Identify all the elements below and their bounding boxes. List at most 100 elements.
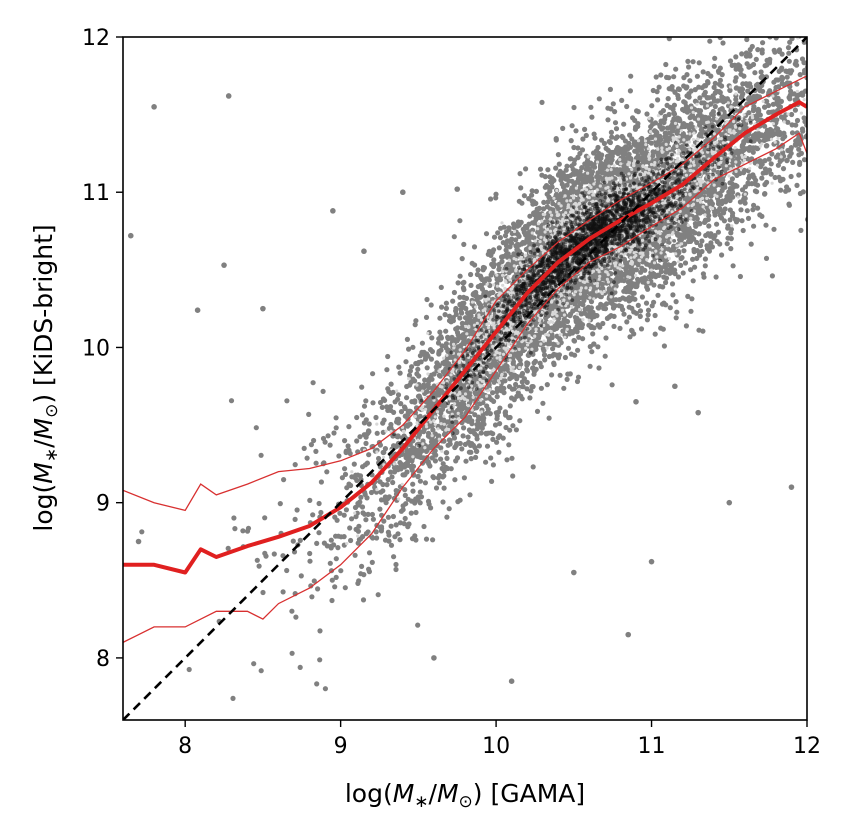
scatter-point-outer [652, 312, 658, 319]
scatter-point-outer [417, 478, 423, 484]
scatter-point-outer [245, 525, 252, 531]
scatter-point-outer [595, 344, 601, 350]
scatter-point-outer [468, 271, 474, 278]
scatter-point-outer [262, 515, 268, 521]
scatter-point-outer [358, 571, 364, 577]
scatter-point-outer [678, 262, 684, 268]
scatter-point-outer [700, 69, 706, 75]
scatter-point-outer [228, 398, 235, 404]
scatter-point-outer [483, 459, 489, 465]
scatter-point-outer [328, 537, 334, 543]
scatter-point-outer [406, 372, 413, 378]
scatter-point-outer [391, 554, 397, 560]
scatter-point-outer [549, 180, 555, 186]
scatter-point-outer [440, 461, 446, 467]
scatter-point-outer [792, 107, 799, 113]
scatter-point-outer [355, 580, 361, 587]
scatter-point-outer [473, 448, 480, 454]
scatter-point-outer [314, 681, 320, 687]
scatter-point-outer [485, 406, 491, 412]
scatter-point-outer [573, 128, 579, 134]
scatter-point-outer [139, 529, 145, 535]
scatter-point-outer [561, 385, 567, 391]
scatter-point-outer [385, 353, 391, 360]
scatter-point-outer [492, 422, 499, 428]
scatter-point-outer [395, 392, 402, 398]
scatter-point-outer [713, 274, 719, 280]
scatter-point-outer [358, 494, 364, 500]
scatter-point-outer [683, 323, 690, 329]
scatter-point-outer [491, 234, 498, 240]
scatter-point-outer [610, 101, 616, 107]
scatter-point-outer [280, 553, 286, 559]
scatter-point-outer [254, 557, 260, 563]
scatter-point-outer [688, 267, 694, 273]
scatter-point-outer [497, 421, 503, 427]
scatter-point-outer [347, 525, 353, 531]
scatter-point-outer [186, 666, 192, 673]
scatter-point-outer [733, 75, 739, 81]
scatter-point-outer [393, 566, 399, 573]
scatter-point-outer [779, 80, 785, 87]
scatter-point-outer [395, 531, 401, 537]
scatter-point-outer [762, 63, 768, 69]
scatter-point-outer [337, 510, 343, 516]
scatter-point-outer [316, 500, 322, 507]
scatter-point-outer [775, 126, 781, 132]
scatter-point-outer [311, 578, 317, 584]
scatter-point-outer [317, 628, 323, 634]
scatter-point-outer [644, 284, 650, 290]
scatter-point-outer [325, 433, 331, 439]
scatter-point-outer [349, 516, 355, 522]
scatter-point-outer [466, 449, 472, 455]
scatter-point-outer [322, 439, 328, 445]
scatter-point-outer [696, 231, 702, 237]
scatter-point-outer [712, 55, 718, 61]
scatter-point-outer [753, 56, 759, 63]
scatter-point-outer [444, 514, 450, 520]
scatter-point-outer [587, 363, 593, 369]
scatter-point-outer [292, 516, 298, 523]
scatter-point-outer [258, 452, 264, 458]
scatter-point-outer [409, 467, 415, 473]
scatter-point-outer [284, 567, 290, 574]
scatter-point-outer [710, 112, 716, 118]
scatter-point-outer [681, 248, 687, 254]
scatter-point-outer [437, 315, 443, 321]
scatter-point-outer [437, 329, 443, 335]
scatter-point-outer [521, 193, 528, 199]
scatter-point-outer [702, 263, 708, 269]
scatter-point-outer [470, 442, 476, 448]
scatter-point-outer [611, 323, 617, 329]
scatter-point-outer [596, 365, 602, 371]
scatter-point-outer [364, 460, 370, 466]
scatter-point-outer [650, 87, 656, 94]
scatter-point-outer [542, 184, 548, 190]
scatter-point-outer [627, 132, 633, 138]
scatter-point-outer [363, 517, 369, 523]
scatter-point-outer [444, 455, 450, 461]
scatter-point-outer [488, 272, 494, 278]
scatter-point-outer [322, 686, 328, 692]
scatter-point-outer [289, 608, 295, 614]
scatter-point-outer [537, 166, 544, 172]
scatter-point-outer [529, 192, 535, 198]
scatter-point-outer [726, 189, 732, 195]
scatter-point-outer [619, 97, 625, 103]
scatter-point-outer [327, 442, 333, 448]
scatter-point-outer [666, 111, 672, 118]
scatter-point-outer [712, 212, 718, 218]
scatter-point-outer [407, 421, 413, 427]
scatter-point-outer [796, 172, 802, 178]
scatter-point-outer [732, 216, 739, 222]
scatter-point-outer [541, 199, 547, 205]
scatter-point-outer [486, 277, 492, 283]
scatter-point-outer [583, 294, 589, 300]
scatter-point-outer [290, 538, 296, 544]
scatter-point-outer [475, 267, 481, 273]
scatter-point-outer [545, 167, 551, 173]
scatter-point-outer [579, 147, 586, 153]
scatter-point-outer [443, 305, 449, 311]
scatter-point-outer [410, 488, 416, 494]
scatter-point-outer [564, 163, 570, 169]
